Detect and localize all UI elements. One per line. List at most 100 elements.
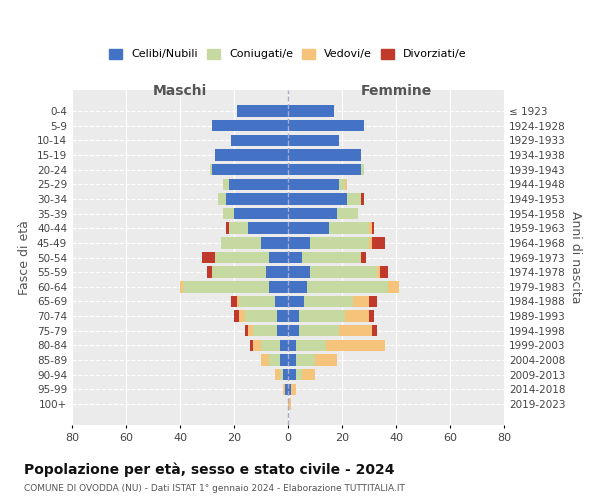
Bar: [296, 369, 302, 380]
Bar: [388, 281, 398, 292]
Bar: [288, 354, 296, 366]
Bar: [226, 193, 288, 204]
Bar: [288, 310, 299, 322]
Bar: [315, 354, 337, 366]
Bar: [288, 149, 361, 160]
Bar: [237, 296, 239, 307]
Bar: [223, 178, 229, 190]
Bar: [215, 149, 288, 160]
Bar: [210, 164, 212, 175]
Bar: [372, 222, 374, 234]
Legend: Celibi/Nubili, Coniugati/e, Vedovi/e, Divorziati/e: Celibi/Nubili, Coniugati/e, Vedovi/e, Di…: [109, 48, 467, 60]
Bar: [277, 325, 288, 336]
Bar: [288, 296, 304, 307]
Bar: [266, 266, 288, 278]
Bar: [229, 178, 288, 190]
Bar: [304, 296, 353, 307]
Bar: [288, 178, 340, 190]
Bar: [269, 281, 288, 292]
Bar: [310, 266, 377, 278]
Bar: [245, 310, 277, 322]
Text: Popolazione per età, sesso e stato civile - 2024: Popolazione per età, sesso e stato civil…: [24, 462, 395, 477]
Bar: [361, 164, 364, 175]
Bar: [226, 222, 229, 234]
Bar: [302, 369, 315, 380]
Bar: [288, 266, 310, 278]
Bar: [288, 208, 337, 219]
Bar: [183, 281, 269, 292]
Bar: [234, 310, 239, 322]
Bar: [275, 369, 280, 380]
Bar: [212, 266, 266, 278]
Bar: [239, 296, 275, 307]
Bar: [337, 208, 358, 219]
Bar: [283, 369, 288, 380]
Bar: [234, 208, 288, 219]
Bar: [215, 252, 269, 263]
Bar: [180, 281, 182, 292]
Bar: [280, 369, 283, 380]
Text: COMUNE DI OVODDA (NU) - Dati ISTAT 1° gennaio 2024 - Elaborazione TUTTITALIA.IT: COMUNE DI OVODDA (NU) - Dati ISTAT 1° ge…: [24, 484, 405, 493]
Bar: [372, 237, 385, 248]
Bar: [269, 354, 280, 366]
Bar: [288, 369, 296, 380]
Bar: [288, 384, 290, 395]
Bar: [296, 340, 326, 351]
Bar: [288, 134, 340, 146]
Y-axis label: Anni di nascita: Anni di nascita: [569, 211, 582, 304]
Bar: [288, 105, 334, 117]
Bar: [280, 340, 288, 351]
Bar: [377, 266, 380, 278]
Bar: [310, 237, 369, 248]
Y-axis label: Fasce di età: Fasce di età: [19, 220, 31, 295]
Bar: [340, 178, 344, 190]
Bar: [253, 340, 261, 351]
Bar: [202, 252, 215, 263]
Bar: [288, 120, 364, 132]
Bar: [212, 164, 288, 175]
Bar: [288, 340, 296, 351]
Bar: [329, 222, 369, 234]
Bar: [248, 325, 253, 336]
Bar: [299, 325, 340, 336]
Bar: [286, 384, 288, 395]
Bar: [380, 266, 388, 278]
Bar: [223, 208, 234, 219]
Bar: [261, 340, 280, 351]
Bar: [353, 296, 369, 307]
Bar: [307, 281, 388, 292]
Bar: [239, 310, 245, 322]
Bar: [280, 354, 288, 366]
Bar: [302, 252, 361, 263]
Bar: [344, 310, 369, 322]
Bar: [340, 325, 372, 336]
Bar: [361, 252, 366, 263]
Bar: [250, 340, 253, 351]
Bar: [372, 325, 377, 336]
Bar: [288, 252, 302, 263]
Bar: [288, 325, 299, 336]
Bar: [229, 222, 248, 234]
Bar: [290, 384, 296, 395]
Text: Maschi: Maschi: [153, 84, 207, 98]
Bar: [232, 296, 236, 307]
Bar: [288, 237, 310, 248]
Bar: [299, 310, 345, 322]
Bar: [261, 354, 269, 366]
Bar: [261, 237, 288, 248]
Bar: [296, 354, 315, 366]
Bar: [277, 310, 288, 322]
Bar: [221, 237, 261, 248]
Bar: [269, 252, 288, 263]
Bar: [369, 310, 374, 322]
Bar: [344, 178, 347, 190]
Bar: [236, 105, 288, 117]
Bar: [288, 222, 329, 234]
Bar: [245, 325, 248, 336]
Bar: [218, 193, 226, 204]
Bar: [207, 266, 212, 278]
Bar: [288, 164, 361, 175]
Bar: [232, 134, 288, 146]
Bar: [369, 296, 377, 307]
Bar: [326, 340, 385, 351]
